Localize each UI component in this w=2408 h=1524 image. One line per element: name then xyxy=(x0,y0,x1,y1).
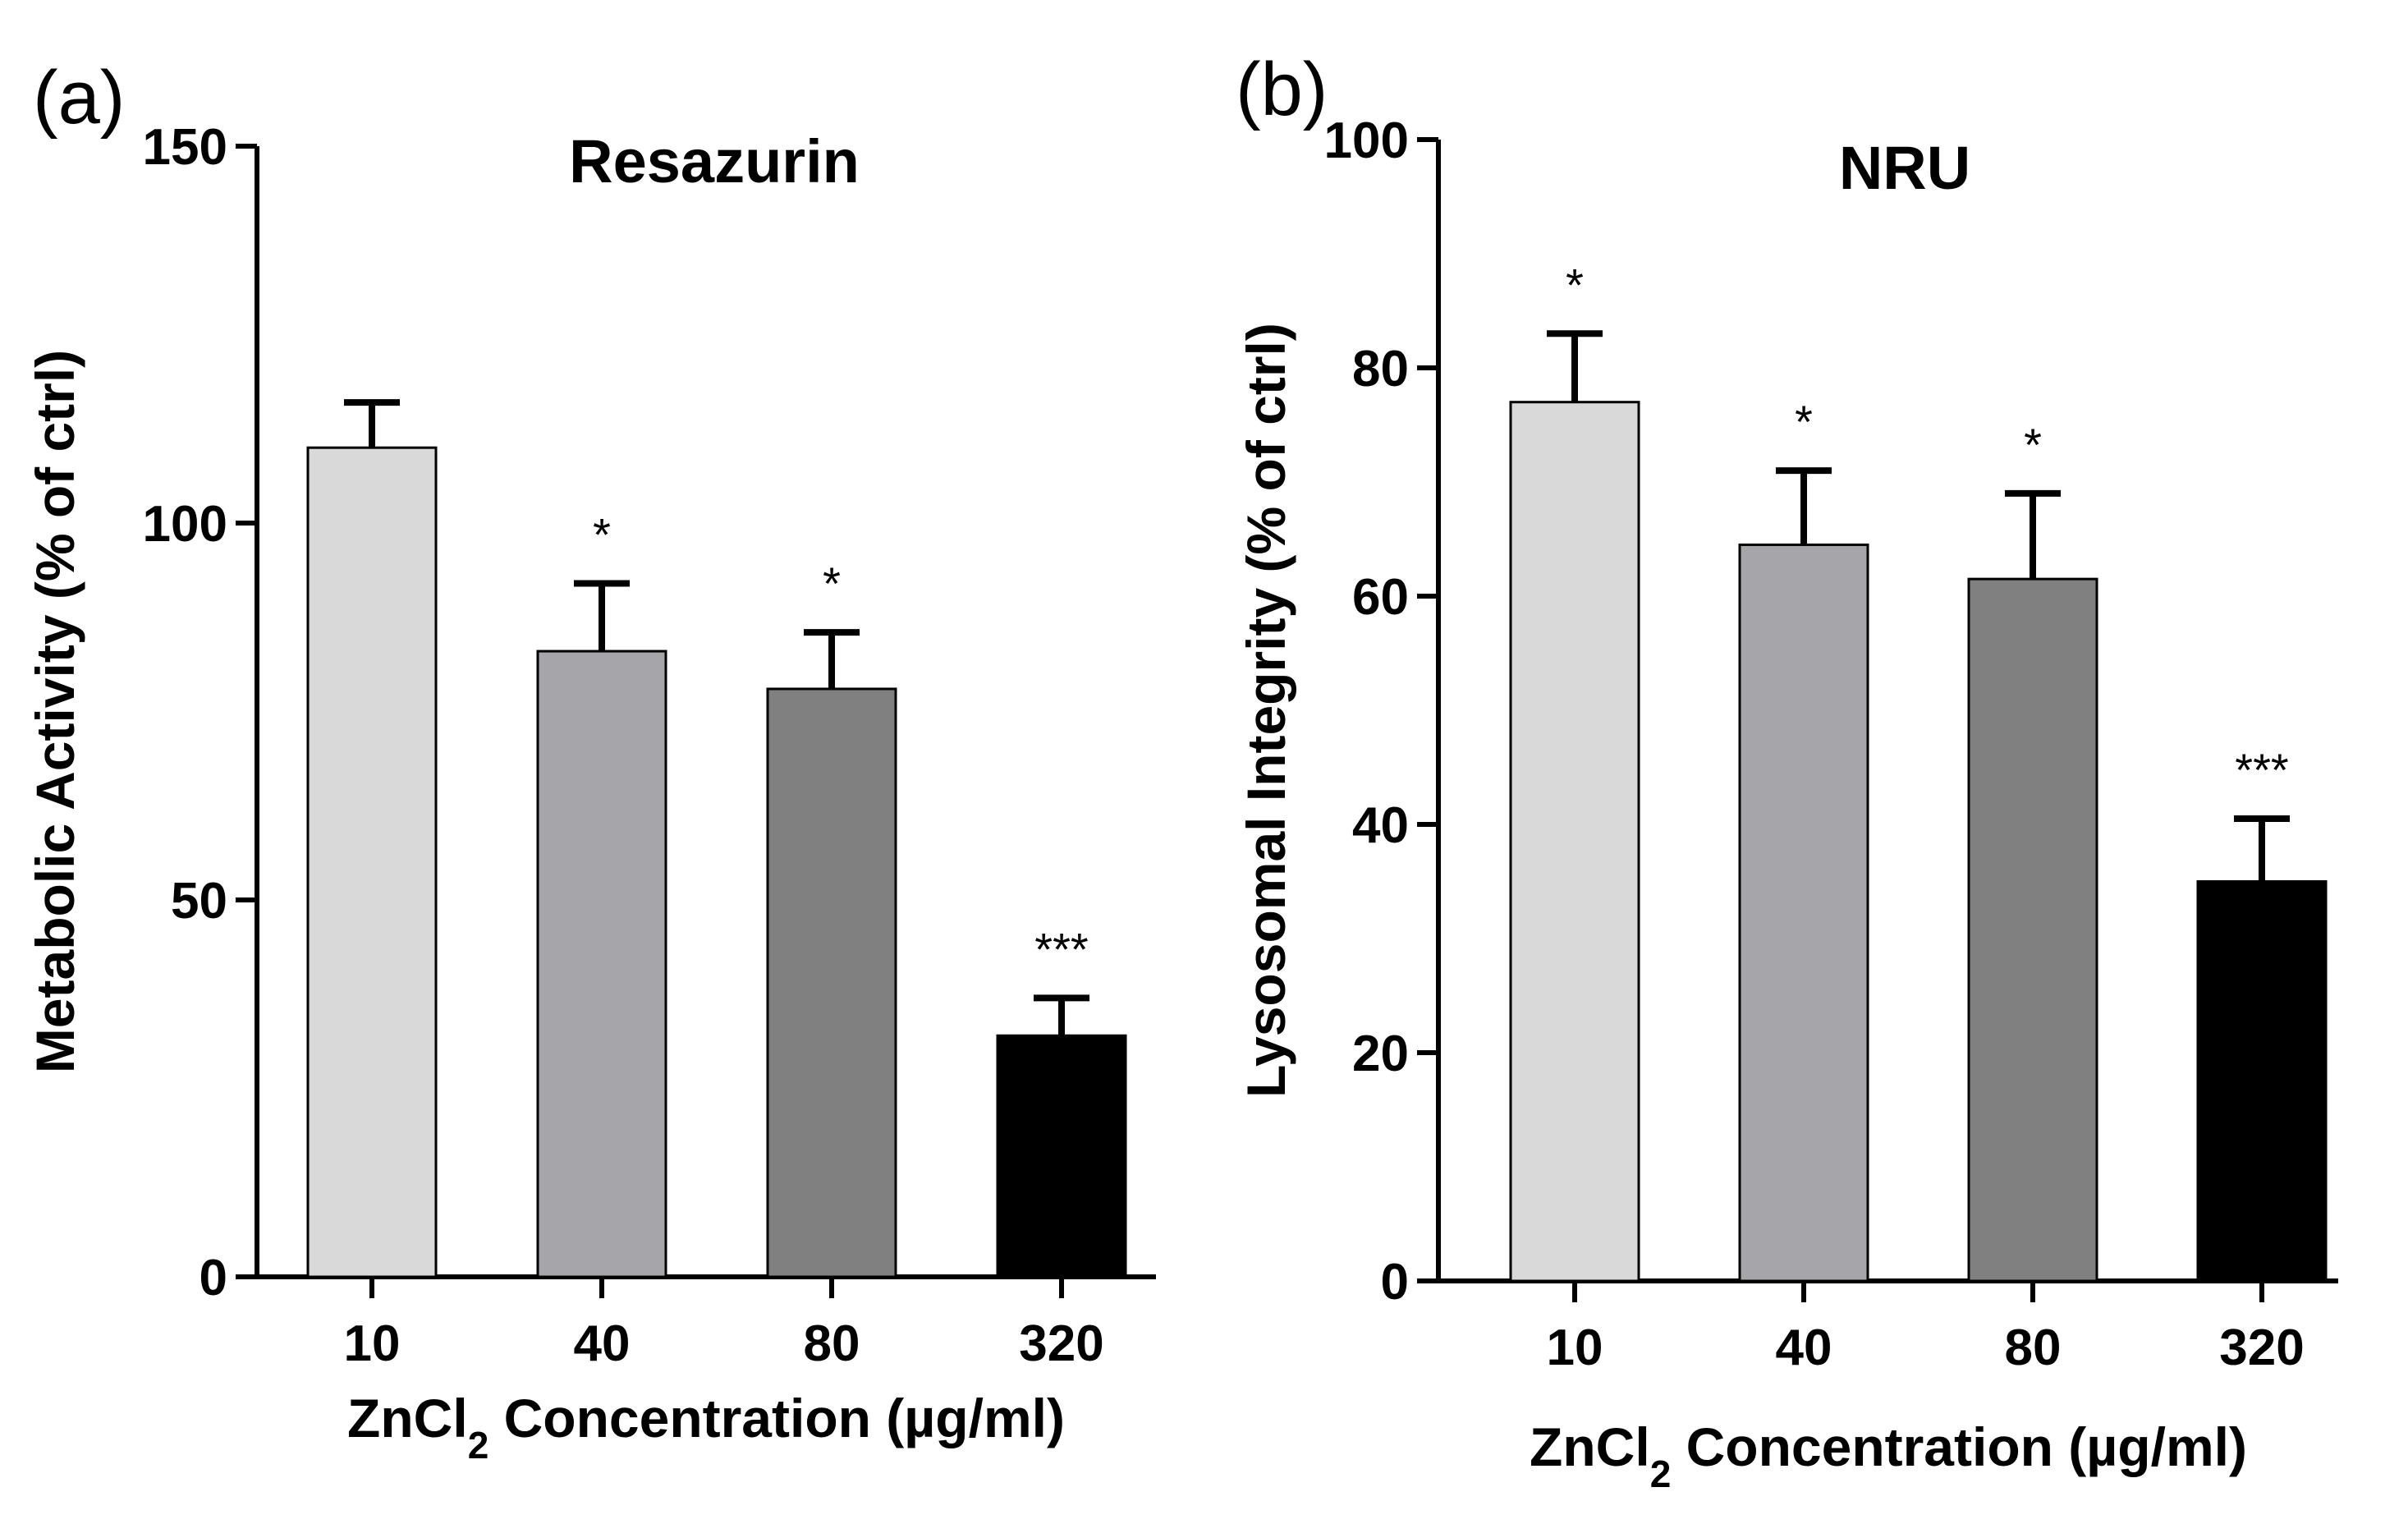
significance-marker: *** xyxy=(1034,923,1088,975)
significance-marker: * xyxy=(823,558,841,609)
bar xyxy=(2196,880,2328,1283)
bar xyxy=(996,1034,1127,1278)
bar xyxy=(1738,543,1869,1283)
x-tick-label: 40 xyxy=(574,1315,631,1372)
panel-b-nru: (b) NRU 0 20 40 60 80 100 10 * 40 * 80 * 320 *** ZnCl2 C… xyxy=(1236,48,2338,1495)
significance-marker: *** xyxy=(2235,744,2288,796)
bar xyxy=(766,687,897,1278)
x-tick-label: 10 xyxy=(1547,1320,1603,1376)
y-tick-label: 100 xyxy=(143,496,227,553)
y-tick-label: 80 xyxy=(1352,341,1409,397)
y-tick-label: 0 xyxy=(200,1250,227,1306)
panel-a-resazurin: (a) Resazurin 0 50 100 150 10 40 * 80 * 320 *** ZnCl2… xyxy=(25,56,1156,1467)
significance-marker: * xyxy=(593,508,611,560)
bar xyxy=(306,446,438,1278)
significance-marker: * xyxy=(2024,419,2042,471)
y-tick-label: 50 xyxy=(171,873,227,930)
significance-marker: * xyxy=(1795,396,1813,448)
y-tick-label: 40 xyxy=(1352,797,1409,854)
x-tick-label: 80 xyxy=(804,1315,860,1372)
x-tick-label: 10 xyxy=(344,1315,401,1372)
y-tick-label: 20 xyxy=(1352,1026,1409,1082)
bar xyxy=(1967,577,2098,1283)
x-axis-label-main: ZnCl xyxy=(347,1388,468,1448)
y-tick-label: 150 xyxy=(143,119,227,176)
x-tick-label: 40 xyxy=(1776,1320,1832,1376)
x-tick-label: 320 xyxy=(1019,1315,1103,1372)
chart-title: Resazurin xyxy=(569,127,860,195)
x-axis-label-subscript: 2 xyxy=(1650,1453,1672,1495)
x-axis-label: ZnCl2 Concentration (µg/ml) xyxy=(1530,1416,2247,1495)
chart-title: NRU xyxy=(1839,134,1970,202)
panel-label: (b) xyxy=(1236,48,1328,131)
significance-marker: * xyxy=(1566,259,1584,310)
y-tick-label: 100 xyxy=(1324,112,1409,169)
y-tick-label: 0 xyxy=(1381,1254,1409,1311)
x-tick-label: 80 xyxy=(2005,1320,2062,1376)
x-axis-label-suffix: Concentration (µg/ml) xyxy=(1671,1416,2247,1477)
y-axis-label: Lysosomal Integrity (% of ctrl) xyxy=(1236,323,1296,1098)
y-tick-label: 60 xyxy=(1352,569,1409,626)
x-tick-label: 320 xyxy=(2219,1320,2304,1376)
bar xyxy=(536,650,667,1278)
bar xyxy=(1509,401,1640,1283)
x-axis-label-subscript: 2 xyxy=(468,1424,489,1467)
x-axis-label: ZnCl2 Concentration (µg/ml) xyxy=(347,1388,1065,1467)
y-axis-label: Metabolic Activity (% of ctrl) xyxy=(25,350,85,1073)
x-axis-label-main: ZnCl xyxy=(1530,1416,1650,1477)
panel-label: (a) xyxy=(33,56,125,140)
x-axis-label-suffix: Concentration (µg/ml) xyxy=(488,1388,1065,1448)
